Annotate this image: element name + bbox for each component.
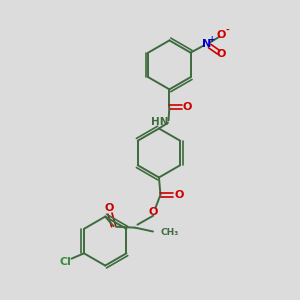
Text: Cl: Cl — [60, 257, 71, 267]
Text: +: + — [208, 35, 214, 44]
Text: O: O — [148, 207, 158, 217]
Text: O: O — [183, 102, 192, 112]
Text: -: - — [226, 26, 230, 34]
Text: N: N — [202, 39, 211, 49]
Text: O: O — [104, 203, 114, 213]
Text: O: O — [216, 49, 226, 59]
Text: O: O — [175, 190, 184, 200]
Text: O: O — [217, 30, 226, 40]
Text: CH₃: CH₃ — [161, 228, 179, 237]
Text: HN: HN — [151, 117, 168, 127]
